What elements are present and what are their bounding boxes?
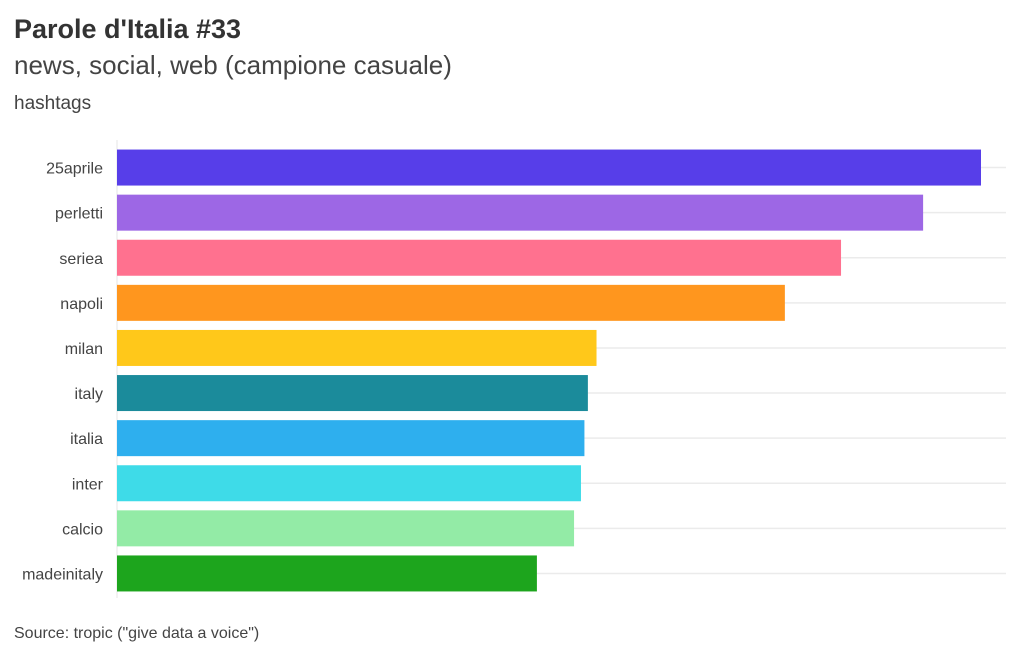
category-label-calcio: calcio [62, 521, 103, 538]
category-label-inter: inter [72, 476, 104, 493]
category-label-madeinitaly: madeinitaly [22, 566, 103, 583]
category-label-italy: italy [75, 386, 103, 403]
source-caption: Source: tropic ("give data a voice") [14, 625, 260, 642]
category-labels: 25aprile perletti seriea napoli milan italy it… [22, 161, 104, 584]
bar-inter [117, 465, 581, 502]
category-label-napoli: napoli [60, 296, 103, 313]
category-label-perletti: perletti [55, 206, 103, 223]
bars [117, 149, 981, 592]
category-label-seriea: seriea [59, 251, 103, 268]
bar-25aprile [117, 149, 981, 186]
bar-madeinitaly [117, 555, 537, 592]
bar-napoli [117, 284, 785, 321]
chart-title: Parole d'Italia #33 [14, 14, 242, 44]
bar-italia [117, 420, 585, 457]
bar-milan [117, 329, 597, 366]
y-axis-label: hashtags [14, 93, 92, 114]
category-label-milan: milan [65, 341, 103, 358]
category-label-25aprile: 25aprile [46, 161, 103, 178]
bar-perletti [117, 194, 924, 231]
bar-calcio [117, 510, 575, 547]
bar-seriea [117, 239, 842, 276]
bar-italy [117, 375, 588, 412]
category-label-italia: italia [70, 431, 103, 448]
chart-subtitle: news, social, web (campione casuale) [14, 50, 452, 80]
